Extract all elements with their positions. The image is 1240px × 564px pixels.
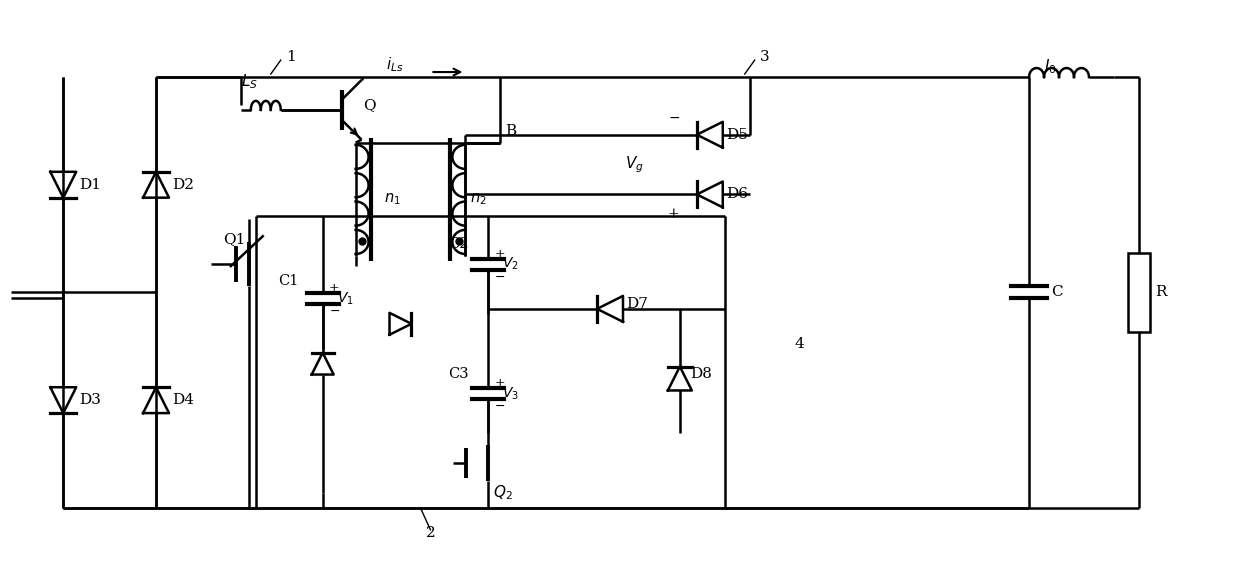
Text: +: + [495,248,505,261]
Text: C3: C3 [449,367,469,381]
Text: Q: Q [363,98,376,112]
Text: B: B [505,124,516,138]
Text: $L_S$: $L_S$ [241,73,258,91]
Text: D6: D6 [725,187,748,201]
Text: $Q_2$: $Q_2$ [494,483,513,503]
Text: $-$: $-$ [329,305,340,318]
Text: +: + [668,208,680,221]
Text: $-$: $-$ [668,110,680,124]
Text: 2: 2 [425,526,435,540]
Text: R: R [1154,285,1167,299]
Text: $V_1$: $V_1$ [336,290,353,307]
Text: +: + [495,377,505,390]
Text: 3: 3 [760,50,769,64]
Text: D8: D8 [689,367,712,381]
Text: $V_3$: $V_3$ [502,385,520,402]
Bar [1128,253,1149,332]
Text: $-$: $-$ [495,399,506,412]
Text: $i_{Ls}$: $i_{Ls}$ [386,56,403,74]
Text: +: + [329,283,340,296]
Text: D1: D1 [79,178,102,192]
Text: D3: D3 [79,393,102,407]
Text: 4: 4 [795,337,805,351]
Text: C2: C2 [449,237,469,251]
Text: 1: 1 [285,50,295,64]
Text: $-$: $-$ [495,270,506,283]
Text: $V_2$: $V_2$ [502,256,520,272]
Text: D4: D4 [172,393,193,407]
Text: D7: D7 [626,297,647,311]
Text: $I_0$: $I_0$ [1044,58,1056,76]
Text: D2: D2 [172,178,193,192]
Text: C: C [1052,285,1063,299]
Text: D5: D5 [725,127,748,142]
Text: $V_g$: $V_g$ [625,155,644,175]
Text: C1: C1 [278,274,298,288]
Text: $n_2$: $n_2$ [470,192,487,207]
Text: $n_1$: $n_1$ [383,192,401,207]
Text: Q1: Q1 [223,232,246,246]
